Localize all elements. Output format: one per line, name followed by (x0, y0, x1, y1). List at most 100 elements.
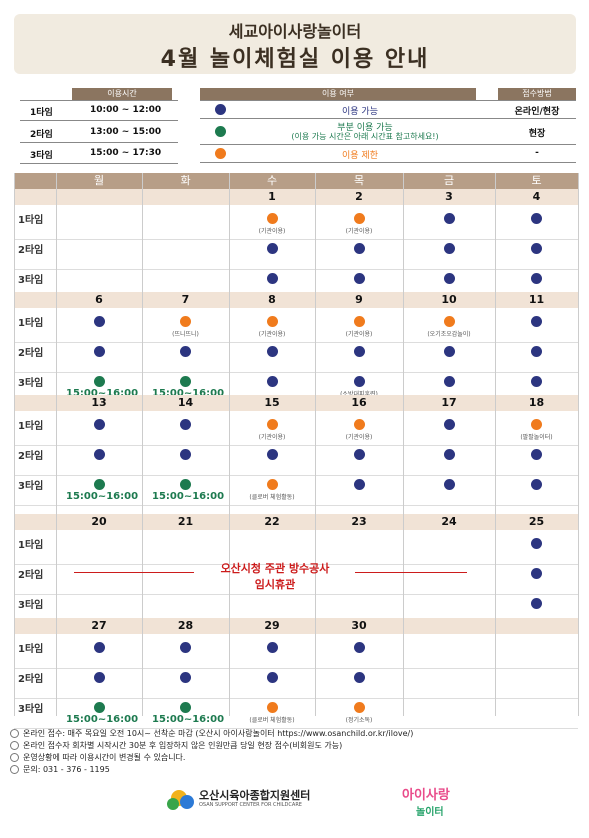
grid-line (14, 564, 578, 565)
status-dot-icon (353, 243, 365, 254)
slot-label: 2타임 (18, 570, 44, 581)
grid-line (56, 173, 57, 716)
partial-time: 15:00~16:00 (152, 388, 225, 399)
status-dot-icon (93, 419, 105, 430)
status-dot-icon (180, 642, 191, 653)
slot-label: 3타임 (18, 481, 44, 492)
iloveplay-logo: 아이사랑 놀이터 (402, 784, 450, 818)
slot-label: 1타임 (18, 318, 44, 329)
method-online: 온라인/현장 (514, 107, 560, 117)
divider (20, 163, 178, 164)
day-header: 수 (229, 173, 315, 189)
status-dot-icon (531, 213, 542, 224)
grid-line (14, 445, 578, 446)
divider (200, 144, 576, 145)
status-dot-icon (443, 213, 455, 224)
slot-label: 2타임 (18, 674, 44, 685)
bullet-icon (10, 753, 19, 762)
grid-line (14, 475, 578, 476)
day-number: 27 (91, 619, 107, 632)
status-dot-icon (531, 449, 542, 460)
week-header (14, 618, 578, 634)
slot-label: 3타임 (18, 378, 44, 389)
day-number: 14 (177, 396, 194, 409)
footer-line: 온라인 접수: 매주 목요일 오전 10시~ 선착순 마감 (오산시 아이사랑놀… (10, 728, 413, 739)
divider (20, 142, 178, 143)
day-number: 30 (351, 619, 367, 632)
legend-partial-note: (이용 가능 시간은 아래 시간표 참고하세요!) (291, 132, 439, 141)
week-header (14, 189, 578, 205)
grid-line (14, 698, 578, 699)
time-row: 2타임 13:00 ~ 15:00 (20, 122, 180, 142)
bullet-icon (10, 765, 19, 774)
day-number: 1 (268, 190, 276, 203)
status-dot-icon (353, 702, 365, 713)
status-dot-icon (531, 598, 542, 609)
grid-line (14, 505, 578, 506)
subtitle: 세교아이사랑놀이터 (228, 22, 362, 41)
grid-line (403, 173, 404, 716)
day-number: 18 (528, 396, 545, 409)
closure-line1: 오산시청 주관 방수공사 (220, 562, 330, 575)
slot-note: (기관이용) (345, 434, 373, 441)
grid-line (14, 342, 578, 343)
week-header (14, 292, 578, 308)
status-dot-icon (531, 243, 542, 254)
divider (200, 118, 576, 119)
osan-center-logo: 오산시육아종합지원센터 OSAN SUPPORT CENTER FOR CHIL… (165, 784, 365, 820)
slot-label: 1타임 (18, 215, 44, 226)
day-number: 3 (445, 190, 453, 203)
day-number: 4 (532, 190, 541, 203)
day-number: 17 (441, 396, 457, 409)
status-dot-icon (353, 672, 365, 683)
week-header (14, 395, 578, 411)
status-dot-icon (93, 479, 105, 490)
status-dot-icon (93, 316, 105, 327)
slot-note: (정기소독) (345, 717, 373, 724)
status-dot-icon (93, 672, 105, 683)
day-number: 7 (181, 293, 190, 306)
day-number: 6 (95, 293, 103, 306)
slot-note: (오기조오감놀이) (427, 331, 471, 338)
day-number: 23 (351, 515, 367, 528)
status-dot-icon (93, 702, 105, 713)
status-dot-icon (180, 672, 191, 683)
logo2-sub: 놀이터 (416, 807, 444, 818)
day-number: 9 (355, 293, 363, 306)
grid-line (14, 668, 578, 669)
status-dot-icon (180, 419, 191, 430)
legend-available: 이용 가능 (342, 107, 378, 117)
title-banner: 세교아이사랑놀이터 4월 놀이체험실 이용 안내 (14, 14, 576, 74)
status-dot-icon (531, 376, 542, 387)
status-dot-icon (180, 316, 191, 327)
status-dot-icon (180, 346, 191, 357)
bullet-icon (10, 741, 19, 750)
status-dot-icon (266, 213, 278, 224)
logo1-text: 오산시육아종합지원센터 (199, 789, 311, 802)
divider (200, 100, 576, 101)
legend-restricted: 이용 제한 (342, 151, 378, 161)
status-dot-icon (531, 568, 542, 579)
status-dot-icon (353, 273, 365, 284)
status-dot-icon (443, 479, 455, 490)
day-number: 8 (268, 293, 276, 306)
slot-note: (기관이용) (258, 228, 286, 235)
status-dot-icon (180, 449, 191, 460)
partial-time: 15:00~16:00 (152, 714, 225, 725)
calendar-header-corner (14, 173, 56, 189)
status-dot-icon (531, 316, 542, 327)
method-onsite: 현장 (528, 129, 546, 139)
partial-time: 15:00~16:00 (66, 388, 139, 399)
status-dot-icon (531, 419, 542, 430)
status-dot-icon (531, 273, 542, 284)
status-dot-icon (353, 316, 365, 327)
slot-label: 2타임 (18, 245, 44, 256)
time-row-value: 10:00 ~ 12:00 (90, 105, 162, 115)
method-header: 접수방법 (498, 88, 576, 100)
slot-note: (기관이용) (258, 331, 286, 338)
status-dot-icon (353, 419, 365, 430)
divider (200, 162, 576, 163)
status-dot-icon (531, 479, 542, 490)
grid-line (229, 173, 230, 716)
time-row-label: 3타임 (30, 151, 53, 161)
